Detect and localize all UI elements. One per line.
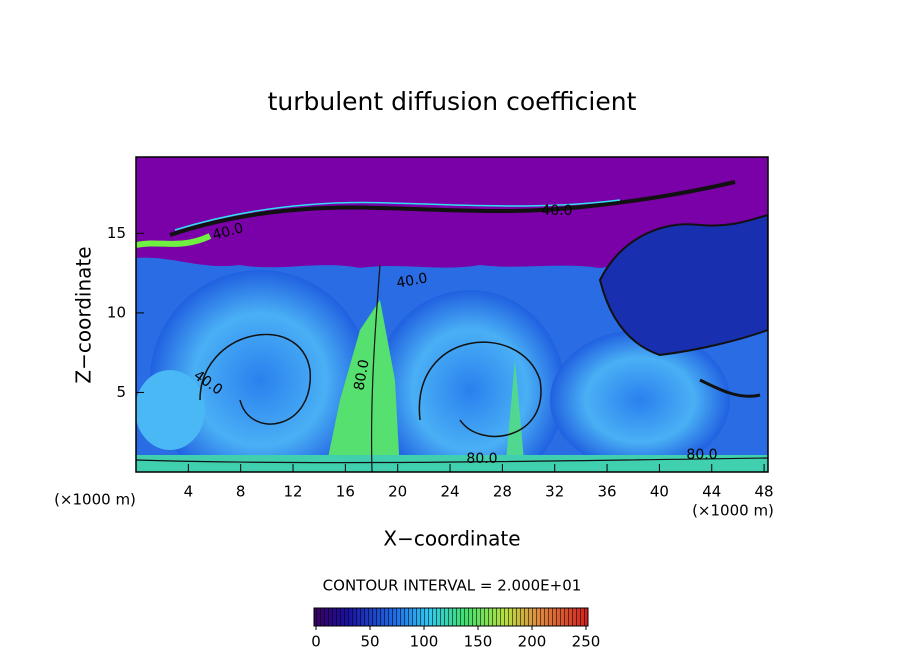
x-tick-label: 48 xyxy=(755,483,774,501)
colorbar-stripes xyxy=(313,607,589,627)
contour-line xyxy=(418,341,542,438)
plume xyxy=(505,360,525,472)
vortex xyxy=(136,370,205,450)
contour-label: 80.0 xyxy=(351,358,372,391)
x-tick-label: 20 xyxy=(388,483,407,501)
colorbar-tick-label: 150 xyxy=(464,633,493,651)
x-tick-label: 4 xyxy=(184,483,194,501)
contour-line xyxy=(699,378,761,398)
colorbar-tick-label: 200 xyxy=(518,633,547,651)
contour-line xyxy=(169,180,736,237)
contour-line xyxy=(370,264,381,472)
turbulent-region xyxy=(598,213,768,357)
contour-label: 40.0 xyxy=(541,203,572,219)
x-tick-label: 16 xyxy=(336,483,355,501)
x-tick-label: 24 xyxy=(440,483,459,501)
x-tick-label: 44 xyxy=(702,483,721,501)
contour-interval: CONTOUR INTERVAL = 2.000E+01 xyxy=(323,577,582,595)
contour-label: 40.0 xyxy=(395,270,428,291)
vortex xyxy=(150,270,370,472)
y-tick-label: 15 xyxy=(107,224,126,242)
contour-line xyxy=(136,233,212,248)
contour-line xyxy=(199,333,311,425)
plume xyxy=(325,300,400,472)
vortex xyxy=(550,330,730,470)
y-unit-label: (×1000 m) xyxy=(54,491,136,509)
y-tick-label: 10 xyxy=(107,303,126,321)
contour-label: 80.0 xyxy=(686,447,717,463)
stable-layer xyxy=(136,157,768,270)
x-tick-label: 28 xyxy=(493,483,512,501)
contour-label: 80.0 xyxy=(466,451,497,467)
x-unit-label: (×1000 m) xyxy=(692,502,774,520)
x-tick-label: 36 xyxy=(598,483,617,501)
contour-line xyxy=(136,457,768,464)
contour-line xyxy=(174,199,621,231)
x-tick-label: 40 xyxy=(650,483,669,501)
x-tick-label: 8 xyxy=(236,483,246,501)
contour-label: 40.0 xyxy=(211,220,245,244)
colorbar-tick-label: 0 xyxy=(311,633,321,651)
surface-layer xyxy=(136,455,768,472)
colorbar-tick-label: 250 xyxy=(572,633,601,651)
colorbar-tick-label: 50 xyxy=(360,633,379,651)
chart-title: turbulent diffusion coefficient xyxy=(268,87,637,116)
y-axis-label: Z−coordinate xyxy=(72,246,96,383)
y-tick-label: 5 xyxy=(116,383,126,401)
colorbar-tick-label: 100 xyxy=(410,633,439,651)
x-tick-label: 12 xyxy=(283,483,302,501)
plot-frame xyxy=(135,156,769,473)
x-tick-label: 32 xyxy=(545,483,564,501)
x-axis-label: X−coordinate xyxy=(383,527,520,551)
field xyxy=(136,157,768,472)
